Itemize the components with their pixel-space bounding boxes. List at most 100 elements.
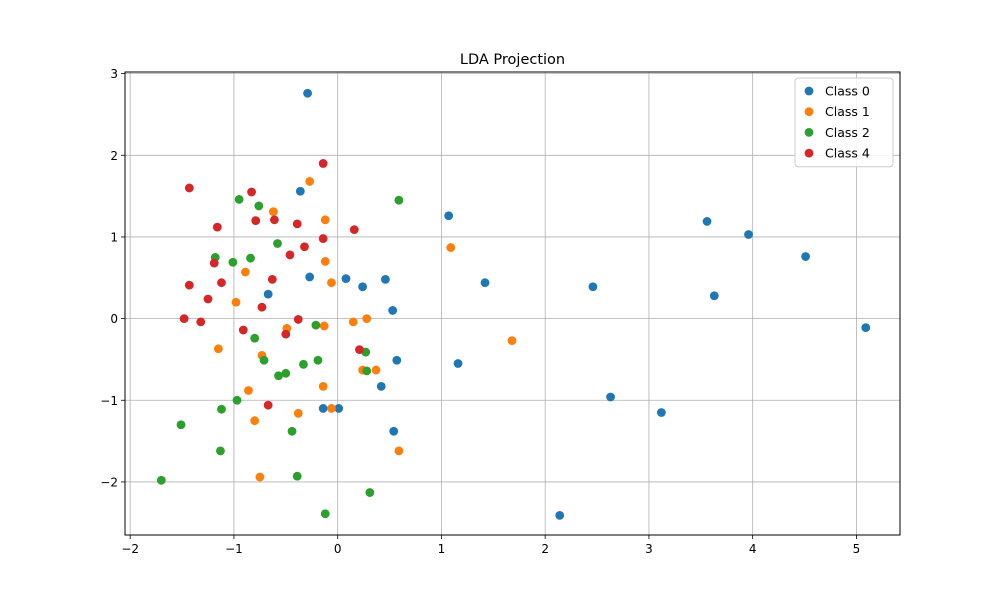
class-2-point bbox=[228, 257, 238, 267]
class-2-point bbox=[365, 488, 375, 497]
class-4-point bbox=[355, 345, 364, 355]
class-0-point bbox=[444, 211, 454, 221]
legend-marker bbox=[804, 86, 814, 96]
class-0-point bbox=[334, 404, 344, 413]
class-0-point bbox=[389, 426, 399, 436]
class-0-point bbox=[381, 275, 390, 284]
legend-label: Class 1 bbox=[825, 104, 870, 119]
plot-frame bbox=[124, 71, 901, 536]
x-tick-label: −1 bbox=[225, 542, 243, 556]
class-2-point bbox=[259, 355, 269, 365]
legend: Class 0 Class 1 Class 2 Class 4 bbox=[794, 77, 894, 168]
class-1-point bbox=[268, 207, 278, 217]
class-2-point bbox=[311, 320, 321, 330]
legend-box bbox=[794, 77, 894, 168]
class-4-point bbox=[292, 219, 302, 229]
class-4-point bbox=[238, 325, 248, 335]
data-points bbox=[156, 88, 871, 520]
class-1-point bbox=[244, 386, 253, 395]
class-2-point bbox=[281, 368, 291, 378]
class-4-point bbox=[184, 280, 194, 290]
x-tick-label: 5 bbox=[853, 542, 861, 556]
class-4-point bbox=[293, 315, 303, 324]
class-2-point bbox=[232, 395, 242, 405]
class-4-point bbox=[247, 187, 256, 197]
class-0-point bbox=[303, 88, 312, 98]
y-tick-label: 0 bbox=[110, 312, 118, 326]
class-2-point bbox=[287, 426, 297, 436]
class-1-point bbox=[348, 317, 358, 327]
class-2-point bbox=[274, 371, 283, 381]
class-4-point bbox=[179, 314, 189, 324]
axes: −2 −1 0 1 2 3 4 5 −2 −1 0 1 2 3 bbox=[100, 67, 860, 556]
class-1-point bbox=[446, 243, 456, 252]
legend-label: Class 4 bbox=[825, 146, 870, 161]
y-tick-label: 3 bbox=[110, 67, 118, 81]
class-4-point bbox=[267, 275, 277, 284]
class-1-point bbox=[362, 314, 372, 324]
class-0-point bbox=[388, 306, 398, 315]
class-4-point bbox=[217, 278, 226, 288]
legend-label: Class 0 bbox=[825, 84, 870, 99]
class-0-point bbox=[861, 323, 871, 332]
class-2-point bbox=[292, 471, 302, 481]
class-4-point bbox=[184, 183, 194, 193]
class-1-point bbox=[250, 416, 260, 426]
class-1-point bbox=[320, 257, 330, 266]
class-2-point bbox=[234, 194, 244, 204]
x-tick-label: 2 bbox=[541, 542, 549, 556]
class-0-point bbox=[392, 355, 402, 365]
class-4-point bbox=[251, 216, 261, 226]
class-1-point bbox=[231, 297, 241, 307]
class-0-point bbox=[453, 359, 463, 368]
class-2-point bbox=[156, 475, 166, 485]
class-1-point bbox=[507, 336, 517, 346]
class-4-point bbox=[285, 250, 295, 260]
class-4-point bbox=[318, 159, 328, 168]
class-2-point bbox=[254, 201, 264, 211]
class-2-point bbox=[394, 195, 404, 205]
class-0-point bbox=[358, 282, 367, 292]
legend-marker bbox=[804, 107, 814, 117]
class-0-point bbox=[606, 392, 615, 402]
class-1-point bbox=[320, 215, 330, 225]
class-0-point bbox=[305, 272, 315, 282]
class-0-point bbox=[318, 404, 328, 413]
class-4-point bbox=[196, 317, 206, 327]
class-2-point bbox=[299, 359, 308, 369]
legend-marker bbox=[804, 148, 814, 158]
class-2-point bbox=[362, 366, 372, 376]
y-tick-label: −1 bbox=[100, 394, 118, 408]
legend-marker bbox=[804, 127, 814, 137]
class-0-point bbox=[744, 230, 753, 239]
class-0-point bbox=[295, 186, 305, 196]
x-tick-label: 1 bbox=[438, 542, 446, 556]
class-2-point bbox=[320, 509, 330, 519]
class-4-point bbox=[209, 258, 219, 268]
x-tick-label: 0 bbox=[334, 542, 342, 556]
class-1-point bbox=[327, 404, 336, 413]
class-4-point bbox=[263, 400, 273, 410]
class-0-point bbox=[263, 289, 273, 299]
class-0-point bbox=[702, 217, 712, 226]
class-1-point bbox=[327, 278, 336, 288]
class-1-point bbox=[255, 472, 265, 482]
class-0-point bbox=[376, 381, 386, 391]
class-1-point bbox=[394, 446, 404, 456]
class-4-point bbox=[203, 294, 213, 304]
y-tick-label: −2 bbox=[100, 475, 118, 489]
class-4-point bbox=[257, 302, 267, 312]
class-2-point bbox=[246, 253, 255, 263]
x-tick-label: 3 bbox=[645, 542, 653, 556]
class-2-point bbox=[216, 446, 225, 456]
class-0-point bbox=[555, 511, 565, 520]
class-1-point bbox=[318, 381, 328, 391]
class-4-point bbox=[212, 222, 222, 232]
class-4-point bbox=[300, 242, 309, 252]
grid bbox=[125, 72, 900, 535]
class-1-point bbox=[293, 408, 303, 418]
class-1-point bbox=[319, 321, 329, 331]
class-0-point bbox=[588, 282, 598, 292]
